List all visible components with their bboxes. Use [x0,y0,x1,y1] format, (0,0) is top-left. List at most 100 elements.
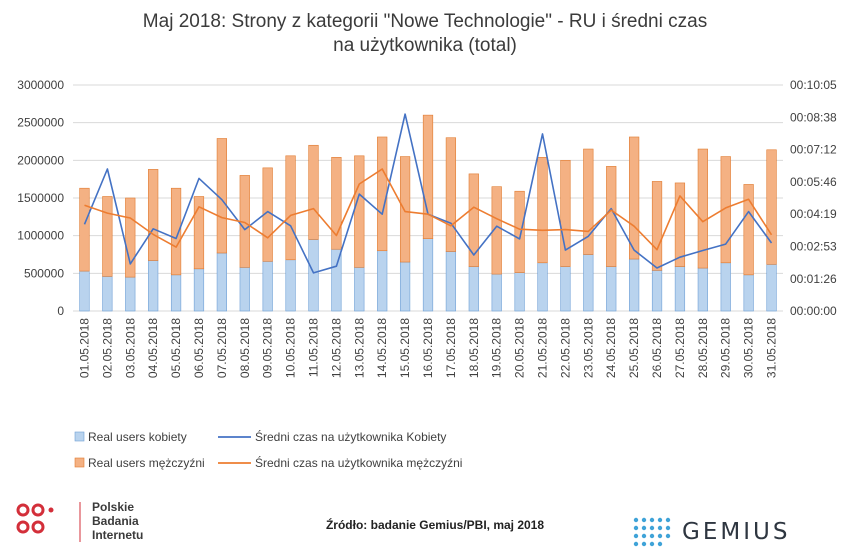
combo-chart: 0 500000 1000000 1500000 2000000 2500000 30000… [17,78,837,470]
x-tick-label: 12.05.2018 [329,318,343,378]
bar-mezczyzni [697,148,708,269]
bar-kobiety [743,274,754,312]
x-tick-label: 13.05.2018 [352,318,366,378]
right-tick-label: 00:01:26 [790,272,837,286]
x-tick-label: 27.05.2018 [673,318,687,378]
x-tick-label: 20.05.2018 [513,318,527,378]
bar-kobiety [216,252,227,312]
right-tick-label: 00:05:46 [790,175,837,189]
bar-mezczyzni [491,186,502,275]
bar-kobiety [125,276,136,312]
x-tick-label: 23.05.2018 [581,318,595,378]
bar-mezczyzni [445,137,457,252]
x-tick-label: 21.05.2018 [536,318,550,378]
x-tick-label: 09.05.2018 [261,318,275,378]
x-tick-label: 14.05.2018 [375,318,389,378]
bar-kobiety [697,267,708,312]
bar-kobiety [354,267,365,312]
bar-kobiety [239,267,250,312]
gemius-wordmark: GEMIUS [682,519,791,545]
legend-label: Real users kobiety [88,430,187,444]
bar-kobiety [766,263,777,312]
right-tick-label: 00:04:19 [790,207,837,221]
x-tick-label: 03.05.2018 [123,318,137,378]
bar-mezczyzni [766,149,777,265]
right-tick-label: 00:00:00 [790,304,837,318]
x-tick-label: 08.05.2018 [238,318,252,378]
bar-mezczyzni [399,156,411,263]
bar-mezczyzni [720,156,731,264]
right-tick-label: 00:10:05 [790,78,837,92]
bar-mezczyzni [583,148,594,255]
pbi-line2: Badania [92,514,139,528]
bar-kobiety [170,274,182,312]
bar-kobiety [399,261,411,312]
x-tick-label: 28.05.2018 [696,318,710,378]
x-tick-label: 22.05.2018 [558,318,572,378]
bar-mezczyzni [102,196,113,277]
bar-kobiety [331,248,342,312]
bar-kobiety [377,250,388,312]
x-tick-label: 04.05.2018 [146,318,160,378]
x-tick-label: 30.05.2018 [742,318,756,378]
legend-label: Real users mężczyźni [88,456,205,470]
x-tick-label: 26.05.2018 [650,318,664,378]
bar-mezczyzni [468,173,479,267]
bar-mezczyzni [537,157,548,264]
bar-mezczyzni [148,169,159,261]
chart-title: Maj 2018: Strony z kategorii "Nowe Techn… [70,10,780,58]
x-tick-label: 19.05.2018 [490,318,504,378]
bar-mezczyzni [743,184,754,276]
gemius-dots-icon [633,517,671,547]
chart-title-line2: na użytkownika (total) [333,35,517,56]
pbi-line3: Internetu [92,528,144,542]
legend-swatch [74,457,85,468]
bar-kobiety [560,266,571,312]
bar-kobiety [102,276,113,312]
bar-mezczyzni [331,157,342,250]
left-tick-label: 3000000 [17,78,64,92]
bar-mezczyzni [377,136,388,252]
bar-kobiety [674,266,686,312]
bar-mezczyzni [560,160,571,267]
pbi-logo-icon [16,502,81,542]
bar-kobiety [193,268,205,312]
right-tick-label: 00:08:38 [790,110,837,124]
legend-label: Średni czas na użytkownika Kobiety [255,429,446,444]
gemius-logo: GEMIUS [632,515,832,551]
bar-mezczyzni [170,187,182,276]
bar-kobiety [491,273,502,312]
x-tick-label: 16.05.2018 [421,318,435,378]
bar-kobiety [583,254,594,312]
x-tick-label: 11.05.2018 [306,318,320,377]
left-tick-label: 2500000 [17,116,64,130]
x-tick-label: 07.05.2018 [215,318,229,378]
line-czas-mezczyzni [84,168,773,251]
bar-kobiety [422,238,434,312]
bar-mezczyzni [422,114,434,239]
x-tick-label: 06.05.2018 [192,318,206,378]
left-tick-label: 2000000 [17,153,64,167]
bar-kobiety [720,262,731,312]
x-tick-label: 31.05.2018 [765,318,779,378]
bar-kobiety [537,262,548,312]
bar-kobiety [651,270,663,312]
source-note: Źródło: badanie Gemius/PBI, maj 2018 [325,518,545,532]
bar-mezczyzni [629,136,640,260]
x-tick-label: 18.05.2018 [467,318,481,378]
bar-kobiety [148,260,159,312]
left-tick-label: 0 [57,304,64,318]
bar-mezczyzni [674,182,686,267]
bar-mezczyzni [285,155,296,261]
legend-label: Średni czas na użytkownika mężczyźni [255,455,462,470]
x-tick-label: 05.05.2018 [169,318,183,378]
right-tick-label: 00:07:12 [790,143,837,157]
bar-kobiety [79,270,90,312]
bar-mezczyzni [606,166,617,267]
bar-kobiety [262,260,273,312]
bar-kobiety [629,258,640,312]
x-tick-label: 10.05.2018 [284,318,298,378]
right-tick-label: 00:02:53 [790,239,837,253]
bar-mezczyzni [308,144,319,240]
bar-kobiety [514,272,525,312]
